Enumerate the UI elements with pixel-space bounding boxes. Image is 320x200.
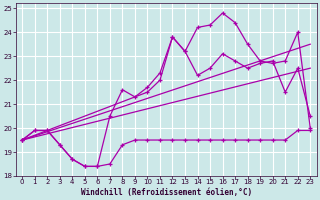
X-axis label: Windchill (Refroidissement éolien,°C): Windchill (Refroidissement éolien,°C) bbox=[81, 188, 252, 197]
